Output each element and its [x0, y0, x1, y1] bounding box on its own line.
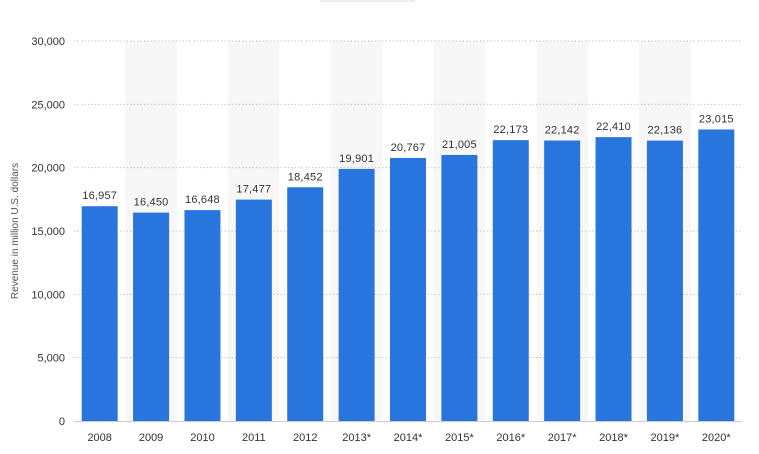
value-label: 16,450: [134, 197, 169, 209]
value-label: 22,173: [493, 124, 528, 136]
bar: [595, 137, 632, 421]
bar: [544, 140, 581, 421]
y-axis-title: Revenue in million U.S. dollars: [10, 163, 21, 299]
y-tick-label: 15,000: [31, 226, 65, 238]
x-tick-label: 2012: [293, 432, 317, 444]
value-label: 16,648: [185, 194, 220, 206]
bar: [235, 199, 272, 421]
x-tick-label: 2009: [139, 432, 163, 444]
bars-group: [81, 129, 735, 422]
bar: [698, 129, 735, 421]
value-label: 22,136: [647, 125, 682, 137]
y-tick-label: 5,000: [37, 353, 65, 365]
value-label: 21,005: [442, 139, 477, 151]
value-labels-group: 16,957 16,450 16,648 17,477 18,452 19,901 20,7…: [82, 113, 733, 208]
bar: [287, 187, 324, 421]
x-tick-label: 2008: [87, 432, 111, 444]
x-tick-label: 2010: [190, 432, 214, 444]
value-label: 23,015: [699, 113, 734, 125]
x-axis-tick-labels: 2008 2009 2010 2011 2012 2013* 2014* 2015* 2016*…: [87, 432, 731, 444]
x-tick-label: 2011: [242, 432, 266, 444]
bar: [441, 154, 478, 422]
value-label: 16,957: [82, 190, 117, 202]
x-tick-label: 2015*: [445, 432, 474, 444]
x-tick-label: 2018*: [599, 432, 628, 444]
bar: [338, 168, 375, 421]
value-label: 19,901: [339, 153, 374, 165]
bar: [133, 212, 170, 421]
value-label: 17,477: [236, 184, 271, 196]
y-axis-tick-labels: 0 5,000 10,000 15,000 20,000 25,000 30,000: [31, 36, 65, 428]
x-tick-label: 2019*: [651, 432, 680, 444]
y-tick-label: 25,000: [31, 99, 65, 111]
value-label: 20,767: [391, 142, 426, 154]
y-tick-label: 0: [59, 416, 65, 428]
bar: [184, 210, 221, 421]
bar: [646, 140, 683, 422]
y-tick-label: 10,000: [31, 289, 65, 301]
y-tick-label: 20,000: [31, 163, 65, 175]
x-tick-label: 2016*: [496, 432, 525, 444]
bar: [81, 206, 118, 421]
y-tick-label: 30,000: [31, 36, 65, 48]
bar: [390, 157, 426, 421]
value-label: 18,452: [288, 171, 323, 183]
x-tick-label: 2017*: [548, 432, 577, 444]
x-tick-label: 2014*: [394, 432, 423, 444]
x-tick-label: 2020*: [702, 432, 731, 444]
x-tick-label: 2013*: [342, 432, 371, 444]
value-label: 22,142: [545, 125, 580, 137]
value-label: 22,410: [596, 121, 631, 133]
top-scroll-indicator: [320, 0, 415, 2]
bar: [492, 140, 529, 421]
